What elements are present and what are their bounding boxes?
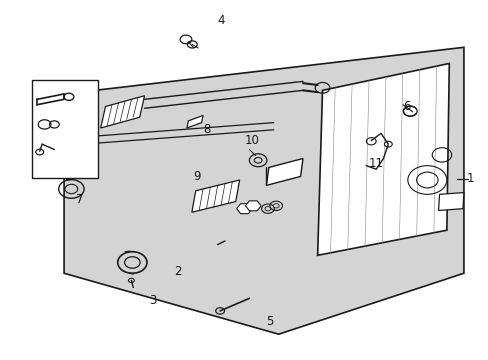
Text: 5: 5	[266, 315, 273, 328]
Text: 9: 9	[193, 170, 201, 183]
Text: 8: 8	[203, 123, 210, 136]
Text: 10: 10	[244, 134, 259, 147]
Polygon shape	[64, 47, 463, 334]
Bar	[32, 80, 98, 178]
Polygon shape	[101, 96, 144, 128]
Polygon shape	[317, 63, 448, 255]
Text: 1: 1	[466, 172, 473, 185]
Polygon shape	[245, 201, 261, 211]
Polygon shape	[266, 158, 303, 185]
Polygon shape	[236, 204, 252, 213]
Text: 4: 4	[217, 14, 224, 27]
Text: 2: 2	[173, 265, 181, 278]
Text: 3: 3	[149, 294, 157, 307]
Polygon shape	[438, 193, 463, 211]
Polygon shape	[191, 180, 239, 212]
Polygon shape	[186, 116, 203, 128]
Text: 11: 11	[368, 157, 383, 170]
Text: 7: 7	[76, 193, 83, 206]
Text: 6: 6	[402, 100, 409, 113]
